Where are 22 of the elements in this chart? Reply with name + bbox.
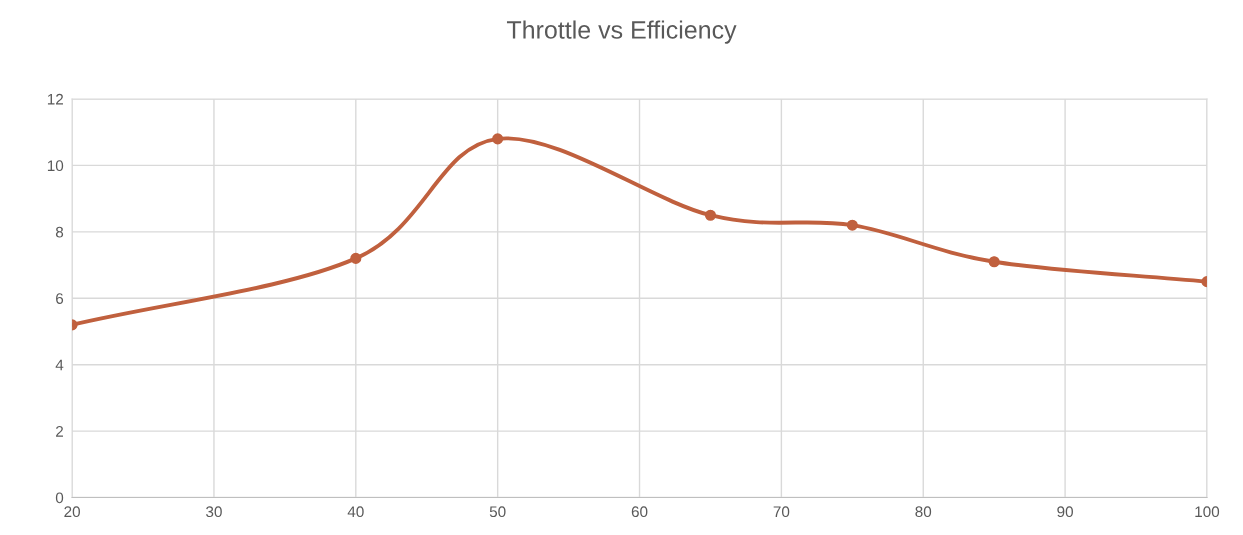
point — [846, 219, 858, 231]
x-tick-label: 30 — [206, 506, 222, 518]
x-tick-label: 60 — [631, 506, 648, 518]
y-tick-label: 0 — [55, 492, 64, 504]
point — [988, 256, 1000, 268]
x-tick-label: 20 — [64, 506, 80, 518]
point — [492, 133, 504, 145]
chart-title: Throttle vs Efficiency — [506, 20, 737, 44]
y-tick-label: 4 — [55, 359, 64, 371]
point — [350, 252, 362, 264]
x-tick-label: 100 — [1195, 506, 1220, 518]
x-tick-label: 40 — [347, 506, 364, 518]
x-tick-label: 80 — [915, 506, 932, 518]
x-tick-label: 50 — [489, 506, 506, 518]
y-tick-label: 12 — [47, 93, 63, 105]
y-tick-label: 8 — [55, 226, 64, 238]
y-tick-label: 10 — [47, 160, 64, 172]
x-tick-label: 90 — [1057, 506, 1073, 518]
y-tick-label: 6 — [56, 293, 64, 304]
y-tick-label: 2 — [56, 425, 63, 437]
point — [704, 209, 717, 221]
x-tick-label: 70 — [773, 506, 790, 518]
